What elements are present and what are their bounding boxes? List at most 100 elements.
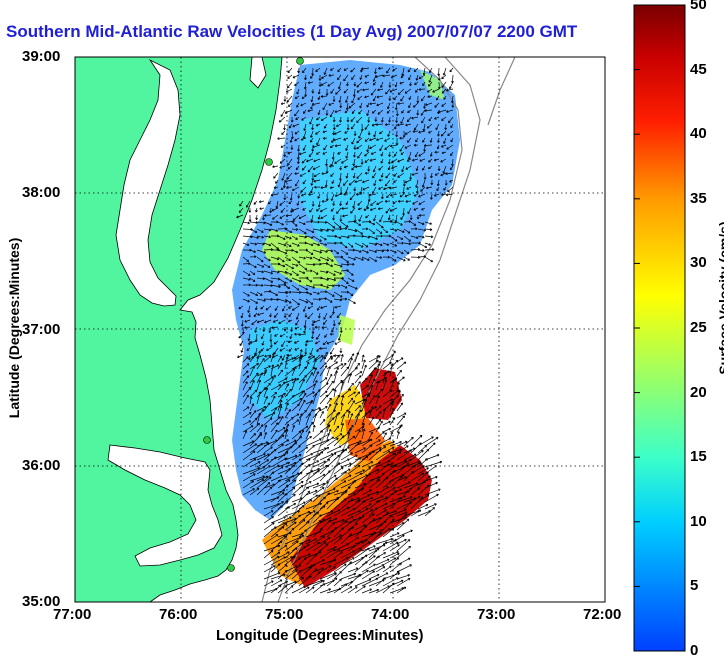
velocity-arrow xyxy=(321,74,328,79)
velocity-arrow xyxy=(361,249,369,254)
velocity-arrow xyxy=(340,366,349,377)
velocity-arrow xyxy=(424,503,437,510)
velocity-arrow xyxy=(340,526,354,538)
velocity-arrow xyxy=(354,578,372,587)
velocity-arrow xyxy=(424,228,433,232)
velocity-arrow xyxy=(263,365,271,370)
velocity-arrow xyxy=(426,123,433,129)
velocity-arrow xyxy=(417,445,428,454)
velocity-arrow xyxy=(424,493,439,503)
velocity-arrow xyxy=(333,557,349,566)
velocity-arrow xyxy=(272,319,279,323)
velocity-arrow xyxy=(346,123,350,131)
velocity-arrow xyxy=(421,207,426,211)
velocity-arrow xyxy=(263,242,272,247)
velocity-arrow xyxy=(317,109,321,115)
velocity-arrow xyxy=(368,416,375,426)
velocity-arrow xyxy=(354,515,365,524)
velocity-arrow xyxy=(326,477,338,489)
velocity-arrow xyxy=(407,207,412,215)
velocity-arrow xyxy=(333,235,342,240)
velocity-arrow xyxy=(354,554,368,566)
velocity-arrow xyxy=(277,427,286,433)
velocity-arrow xyxy=(374,67,377,74)
velocity-arrow xyxy=(420,186,426,192)
velocity-arrow xyxy=(340,572,357,580)
station-marker xyxy=(227,564,235,572)
velocity-arrow xyxy=(326,340,335,345)
velocity-arrow xyxy=(263,369,268,377)
velocity-arrow xyxy=(256,406,267,412)
velocity-arrow xyxy=(354,391,361,398)
velocity-arrow xyxy=(347,284,358,290)
velocity-arrow xyxy=(368,406,377,412)
velocity-arrow xyxy=(312,371,320,384)
velocity-arrow xyxy=(361,428,366,440)
velocity-arrow xyxy=(291,305,300,311)
velocity-arrow xyxy=(305,355,316,363)
velocity-arrow xyxy=(361,533,374,545)
velocity-arrow xyxy=(338,319,342,325)
velocity-arrow xyxy=(317,200,321,208)
velocity-arrow xyxy=(324,179,328,188)
velocity-arrow xyxy=(397,158,405,163)
velocity-arrow xyxy=(333,578,342,587)
velocity-arrow xyxy=(322,319,328,325)
velocity-arrow xyxy=(304,312,308,318)
velocity-arrow xyxy=(352,158,356,167)
colorbar-tick-label: 45 xyxy=(690,60,707,78)
velocity-arrow xyxy=(354,352,360,363)
velocity-arrow xyxy=(298,557,307,566)
velocity-arrow xyxy=(340,452,353,461)
velocity-arrow xyxy=(396,249,404,255)
velocity-arrow xyxy=(310,186,314,194)
velocity-arrow xyxy=(343,165,349,169)
velocity-arrow xyxy=(248,354,251,361)
velocity-arrow xyxy=(347,353,355,363)
velocity-arrow xyxy=(270,392,278,398)
velocity-arrow xyxy=(298,151,307,156)
velocity-arrow xyxy=(326,366,331,377)
velocity-arrow xyxy=(319,270,329,274)
velocity-arrow xyxy=(375,437,392,447)
velocity-arrow xyxy=(277,564,288,573)
velocity-arrow xyxy=(369,158,377,162)
velocity-arrow xyxy=(249,475,265,482)
station-marker xyxy=(296,57,304,65)
velocity-arrow xyxy=(368,468,380,475)
velocity-arrow xyxy=(291,377,297,391)
velocity-arrow xyxy=(424,507,435,517)
velocity-arrow xyxy=(378,186,384,190)
velocity-arrow xyxy=(375,511,390,524)
velocity-arrow xyxy=(396,538,407,545)
velocity-arrow xyxy=(312,487,325,496)
velocity-arrow xyxy=(279,333,286,338)
velocity-arrow xyxy=(347,413,354,426)
velocity-arrow xyxy=(364,137,370,142)
velocity-arrow xyxy=(312,535,326,545)
velocity-arrow xyxy=(339,102,343,109)
velocity-arrow xyxy=(256,424,264,433)
velocity-arrow xyxy=(307,81,314,85)
velocity-arrow xyxy=(277,242,287,247)
velocity-arrow xyxy=(340,414,346,426)
velocity-arrow xyxy=(256,270,264,274)
velocity-arrow xyxy=(340,446,350,454)
velocity-arrow xyxy=(436,144,440,150)
velocity-arrow xyxy=(319,394,329,405)
velocity-arrow xyxy=(356,116,363,123)
velocity-arrow xyxy=(333,291,343,298)
velocity-arrow xyxy=(321,172,328,176)
velocity-arrow xyxy=(368,221,376,226)
velocity-arrow xyxy=(321,326,328,329)
velocity-arrow xyxy=(272,165,279,169)
velocity-arrow xyxy=(312,380,318,391)
velocity-arrow xyxy=(366,144,370,153)
velocity-arrow xyxy=(375,395,380,405)
velocity-arrow xyxy=(345,102,349,111)
velocity-arrow xyxy=(358,130,363,139)
velocity-arrow xyxy=(291,471,303,482)
velocity-arrow xyxy=(378,165,384,171)
velocity-arrow xyxy=(424,248,435,252)
velocity-arrow xyxy=(319,220,328,224)
